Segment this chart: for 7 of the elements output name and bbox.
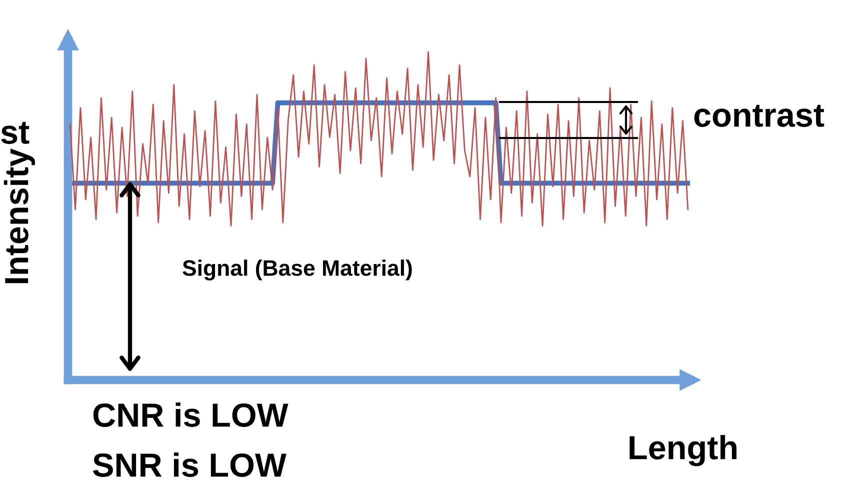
- x-axis-title: Length: [630, 435, 736, 466]
- text: st: [1, 122, 30, 144]
- annotation: Signal (Base Material): [182, 260, 412, 280]
- text: contrast: [694, 104, 824, 127]
- y-axis-title: Intensity: [4, 148, 35, 284]
- text: CNR is LOW: [93, 402, 288, 427]
- text: SNR is LOW: [92, 452, 286, 477]
